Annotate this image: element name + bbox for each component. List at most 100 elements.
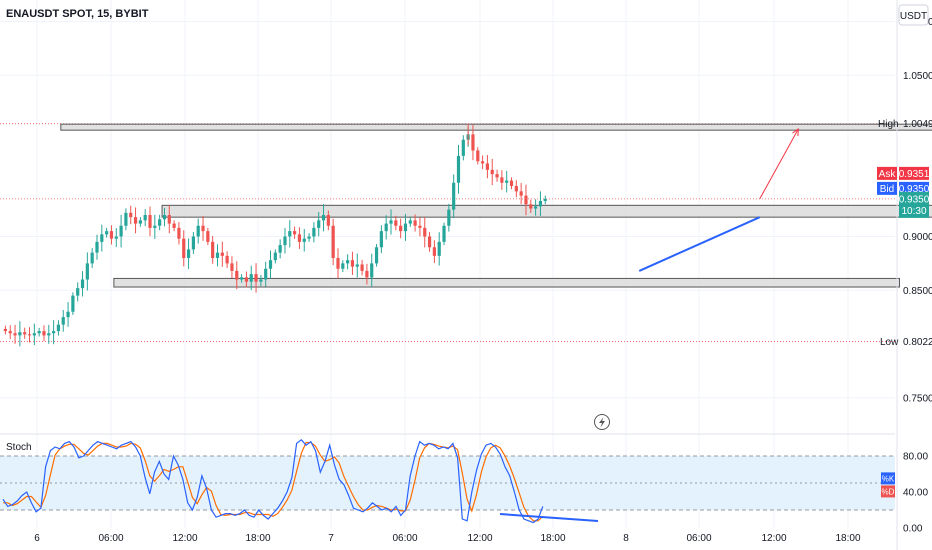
- candle-body: [403, 223, 408, 232]
- time-label: 18:00: [835, 533, 860, 544]
- candle-body: [307, 236, 311, 239]
- candle-body: [177, 227, 181, 239]
- candle: [370, 253, 374, 288]
- candle: [437, 232, 441, 266]
- stoch-divergence-line[interactable]: [499, 513, 599, 522]
- stoch-tick-label: 0.00: [903, 524, 923, 535]
- candle-body: [331, 225, 335, 258]
- candle: [215, 244, 220, 267]
- time-label: 18:00: [540, 533, 565, 544]
- candle: [485, 155, 490, 179]
- candle: [432, 240, 436, 263]
- zone-rectangle[interactable]: [113, 277, 901, 288]
- arrow-head-icon: [792, 127, 799, 137]
- stoch-title: Stoch: [6, 442, 32, 453]
- candle: [23, 327, 27, 339]
- currency-button[interactable]: USDT: [898, 4, 929, 26]
- candle: [317, 211, 321, 237]
- candle: [514, 180, 518, 198]
- candle: [524, 184, 528, 216]
- candle: [384, 215, 388, 240]
- replay-lightning-button[interactable]: [594, 414, 610, 430]
- candle: [321, 204, 326, 232]
- time-label: 6: [34, 533, 40, 544]
- candle-body: [293, 231, 297, 235]
- candle: [500, 170, 504, 190]
- candle: [312, 222, 316, 243]
- candle-body: [80, 279, 85, 289]
- candle: [413, 214, 417, 232]
- candle-body: [480, 161, 485, 164]
- candle-body: [355, 264, 359, 267]
- candle-body: [341, 263, 345, 269]
- candle-body: [534, 206, 538, 209]
- candle-body: [61, 317, 65, 325]
- candle: [201, 216, 205, 241]
- candle-body: [509, 180, 514, 186]
- time-axis[interactable]: 6 06:00 12:00 18:00 7 06:00 12:00 18:00 8 06:00 12…: [34, 533, 861, 544]
- time-label: 7: [328, 533, 334, 544]
- zone-rectangle[interactable]: [161, 204, 932, 218]
- time-label: 18:00: [245, 533, 270, 544]
- candle-body: [249, 274, 253, 282]
- zone-rectangle[interactable]: [60, 123, 932, 131]
- candle: [206, 227, 210, 246]
- candle-body: [302, 238, 306, 242]
- projection-arrow[interactable]: [759, 128, 799, 200]
- candle: [471, 124, 475, 161]
- stoch-tick-label: 40.00: [903, 488, 928, 499]
- candle-body: [230, 263, 234, 271]
- candle-body: [442, 225, 446, 242]
- candle: [346, 254, 350, 270]
- candle-body: [312, 227, 316, 237]
- candle-body: [490, 169, 494, 175]
- candle-body: [225, 255, 229, 264]
- candle: [447, 203, 451, 232]
- candle: [341, 260, 345, 272]
- candle-body: [153, 225, 157, 228]
- support-trendline[interactable]: [638, 216, 761, 272]
- candle-body: [32, 333, 36, 336]
- grid: [0, 0, 895, 528]
- candle: [495, 169, 499, 182]
- candle-body: [3, 328, 8, 332]
- candle: [8, 325, 12, 340]
- drawings[interactable]: [638, 127, 799, 272]
- candle: [153, 214, 157, 239]
- candle-body: [418, 225, 422, 228]
- candle: [326, 210, 330, 231]
- stoch-pane[interactable]: 80.00 40.00 0.00 %K %D: [0, 433, 928, 535]
- candle: [268, 250, 273, 279]
- candle-body: [278, 245, 282, 253]
- candle-body: [129, 212, 133, 218]
- bar-countdown: 10:30: [901, 206, 926, 217]
- candle-body: [326, 215, 330, 226]
- price-axis[interactable]: 1.10001.05000.90000.85000.7500High1.0049…: [877, 0, 932, 550]
- candle: [403, 213, 408, 241]
- candle-body: [485, 163, 490, 170]
- candle: [3, 325, 8, 335]
- candle: [505, 170, 509, 193]
- candle: [148, 206, 152, 237]
- candle: [177, 222, 181, 245]
- candle: [543, 195, 547, 205]
- candle: [350, 251, 355, 275]
- candle: [259, 274, 263, 287]
- candle: [331, 218, 335, 266]
- zones[interactable]: [60, 123, 932, 288]
- candle: [119, 214, 123, 248]
- candle-body: [346, 260, 350, 264]
- candle: [360, 259, 364, 276]
- candle: [32, 323, 36, 346]
- price-tick-label: 0.8500: [903, 286, 932, 297]
- candle: [538, 191, 543, 217]
- candle: [56, 320, 61, 336]
- candle: [211, 236, 215, 264]
- candle-body: [452, 182, 456, 210]
- time-label: 06:00: [392, 533, 417, 544]
- ask-value: 0.9351: [899, 169, 930, 180]
- candle: [239, 274, 244, 283]
- candle-body: [56, 324, 61, 332]
